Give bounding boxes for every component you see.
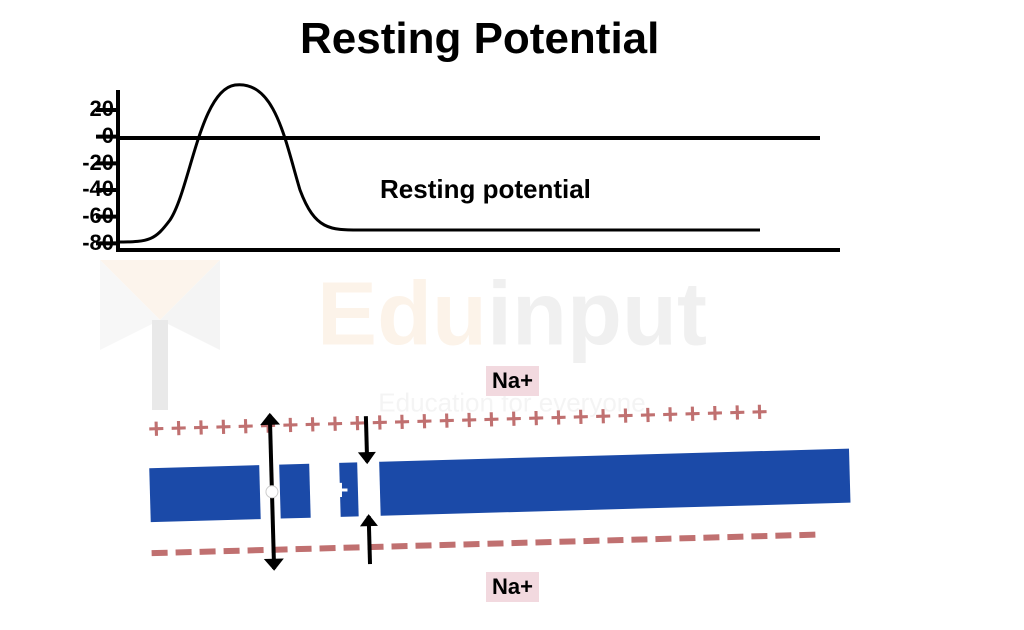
- y-tick-label: -60: [82, 203, 114, 229]
- title-text: Resting Potential: [300, 14, 659, 63]
- na-bottom-label: Na+: [486, 572, 539, 602]
- svg-text:++++++++++++++++++++++++++++: ++++++++++++++++++++++++++++: [148, 396, 774, 444]
- page-title: Resting Potential: [300, 14, 659, 64]
- watermark-input: input: [487, 265, 707, 365]
- watermark-text: Eduinput: [317, 264, 707, 367]
- membrane-diagram: ++++++++++++++++++++++++++++ Na+ Na+ K+: [140, 380, 890, 600]
- y-tick-label: 20: [90, 96, 114, 122]
- watermark-edu: Edu: [317, 265, 487, 365]
- potential-chart: 200-20-40-60-80 Resting potential: [60, 70, 860, 270]
- y-tick-label: -40: [82, 176, 114, 202]
- y-tick-label: 0: [102, 123, 114, 149]
- k-label: K+: [312, 474, 349, 506]
- na-top-label: Na+: [486, 366, 539, 396]
- membrane-svg: ++++++++++++++++++++++++++++: [140, 380, 890, 600]
- y-tick-label: -20: [82, 150, 114, 176]
- chart-annotation: Resting potential: [380, 174, 591, 205]
- chart-svg: [60, 70, 860, 270]
- y-tick-label: -80: [82, 230, 114, 256]
